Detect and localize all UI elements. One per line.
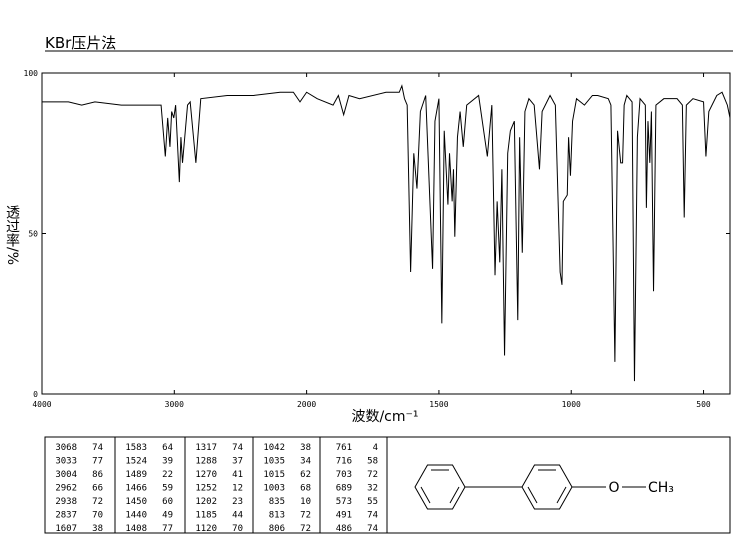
atom-label: CH₃ (648, 480, 674, 496)
transmittance-cell: 74 (367, 511, 378, 521)
wavenumber-cell: 1607 (55, 524, 77, 534)
x-tick-label: 4000 (32, 400, 51, 409)
wavenumber-cell: 1450 (125, 497, 147, 507)
transmittance-cell: 66 (92, 484, 103, 494)
transmittance-cell: 74 (232, 443, 243, 453)
transmittance-cell: 34 (300, 457, 311, 467)
y-tick-label: 0 (33, 390, 38, 399)
wavenumber-cell: 3004 (55, 470, 77, 480)
transmittance-cell: 72 (92, 497, 103, 507)
wavenumber-cell: 1524 (125, 457, 147, 467)
wavenumber-cell: 689 (336, 484, 352, 494)
spectrum-line (42, 84, 731, 382)
title: KBr压片法 (45, 34, 116, 52)
wavenumber-cell: 1120 (195, 524, 217, 534)
wavenumber-cell: 486 (336, 524, 352, 534)
double-bond (556, 486, 567, 504)
wavenumber-cell: 2938 (55, 497, 77, 507)
transmittance-cell: 4 (373, 443, 378, 453)
transmittance-cell: 68 (300, 484, 311, 494)
wavenumber-cell: 1440 (125, 511, 147, 521)
wavenumber-cell: 3033 (55, 457, 77, 467)
benzene-ring (521, 464, 573, 510)
transmittance-cell: 70 (232, 524, 243, 534)
wavenumber-cell: 1042 (263, 443, 285, 453)
wavenumber-cell: 573 (336, 497, 352, 507)
transmittance-cell: 38 (92, 524, 103, 534)
transmittance-cell: 10 (300, 497, 311, 507)
transmittance-cell: 74 (92, 443, 103, 453)
transmittance-cell: 37 (232, 457, 243, 467)
wavenumber-cell: 1288 (195, 457, 217, 467)
atom-label: O (608, 480, 619, 496)
wavenumber-cell: 716 (336, 457, 352, 467)
benzene-ring (414, 464, 466, 510)
transmittance-cell: 41 (232, 470, 243, 480)
wavenumber-cell: 1185 (195, 511, 217, 521)
y-tick-label: 100 (24, 69, 39, 78)
wavenumber-cell: 491 (336, 511, 352, 521)
wavenumber-cell: 1252 (195, 484, 217, 494)
transmittance-cell: 44 (232, 511, 243, 521)
double-bond (527, 486, 538, 504)
x-axis-label: 波数/cm⁻¹ (351, 409, 418, 425)
wavenumber-cell: 1035 (263, 457, 285, 467)
wavenumber-cell: 1317 (195, 443, 217, 453)
transmittance-cell: 55 (367, 497, 378, 507)
transmittance-cell: 59 (162, 484, 173, 494)
transmittance-cell: 32 (367, 484, 378, 494)
transmittance-cell: 22 (162, 470, 173, 480)
structure (414, 464, 646, 510)
transmittance-cell: 74 (367, 524, 378, 534)
y-tick-label: 50 (28, 230, 38, 239)
peak-table: 3068 74 3033 77 3004 86 2962 66 2938 72 2837 70 1607… (55, 437, 378, 534)
transmittance-cell: 72 (300, 511, 311, 521)
transmittance-cell: 72 (300, 524, 311, 534)
wavenumber-cell: 806 (269, 524, 285, 534)
transmittance-cell: 23 (232, 497, 243, 507)
transmittance-cell: 77 (92, 457, 103, 467)
wavenumber-cell: 2837 (55, 511, 77, 521)
plot-frame (41, 72, 731, 395)
transmittance-cell: 86 (92, 470, 103, 480)
transmittance-cell: 60 (162, 497, 173, 507)
transmittance-cell: 72 (367, 470, 378, 480)
wavenumber-cell: 813 (269, 511, 285, 521)
double-bond (420, 486, 431, 504)
wavenumber-cell: 2962 (55, 484, 77, 494)
wavenumber-cell: 761 (336, 443, 352, 453)
wavenumber-cell: 1270 (195, 470, 217, 480)
x-tick-label: 500 (696, 400, 711, 409)
transmittance-cell: 70 (92, 511, 103, 521)
x-tick-label: 1000 (562, 400, 581, 409)
double-bond (449, 486, 460, 504)
wavenumber-cell: 703 (336, 470, 352, 480)
wavenumber-cell: 1583 (125, 443, 147, 453)
wavenumber-cell: 1202 (195, 497, 217, 507)
wavenumber-cell: 1466 (125, 484, 147, 494)
transmittance-cell: 12 (232, 484, 243, 494)
transmittance-cell: 62 (300, 470, 311, 480)
x-tick-label: 3000 (165, 400, 184, 409)
transmittance-cell: 39 (162, 457, 173, 467)
wavenumber-cell: 1489 (125, 470, 147, 480)
x-tick-label: 2000 (297, 400, 316, 409)
wavenumber-cell: 835 (269, 497, 285, 507)
transmittance-cell: 64 (162, 443, 173, 453)
wavenumber-cell: 1408 (125, 524, 147, 534)
transmittance-cell: 77 (162, 524, 173, 534)
y-axis-label: 透过率/% (4, 205, 20, 265)
transmittance-cell: 38 (300, 443, 311, 453)
transmittance-cell: 49 (162, 511, 173, 521)
transmittance-cell: 58 (367, 457, 378, 467)
wavenumber-cell: 1015 (263, 470, 285, 480)
wavenumber-cell: 1003 (263, 484, 285, 494)
x-tick-label: 1500 (429, 400, 448, 409)
wavenumber-cell: 3068 (55, 443, 77, 453)
